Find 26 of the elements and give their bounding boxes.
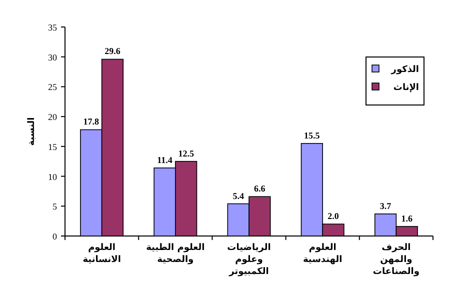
y-tick-label: 15	[48, 142, 58, 152]
y-tick-label: 25	[48, 82, 58, 92]
data-label: 29.6	[104, 46, 121, 56]
legend-label: الذكور	[390, 65, 419, 75]
y-axis-title: النسبة	[27, 117, 37, 146]
x-tick-label: الرياضيات وعلوم الكمبيوتر	[226, 242, 272, 278]
y-tick-label: 20	[48, 112, 58, 122]
data-label: 5.4	[232, 190, 244, 201]
data-label: 17.8	[83, 116, 100, 127]
y-tick-label: 10	[48, 172, 58, 182]
x-tick-label: العلوم الطبية والصحية	[145, 242, 206, 266]
y-tick-label: 5	[52, 202, 58, 212]
x-tick-label: الحرف والمهن والصناعات	[372, 242, 420, 278]
y-tick-label: 30	[48, 52, 58, 62]
data-label: 15.5	[304, 130, 320, 140]
x-tick-label: العلوم الهندسية	[302, 242, 344, 266]
data-label: 12.5	[178, 148, 194, 158]
data-label: 3.7	[380, 200, 392, 211]
x-tick-label: العلوم الانسانية	[82, 242, 122, 266]
data-label: 6.6	[254, 184, 266, 194]
data-label: 1.6	[401, 213, 413, 224]
y-tick-label: 35	[48, 22, 58, 32]
data-label: 11.4	[157, 154, 173, 165]
data-label: 2.0	[328, 211, 340, 222]
y-tick-label: 0	[52, 232, 58, 242]
legend-label: الإناث	[393, 83, 419, 93]
